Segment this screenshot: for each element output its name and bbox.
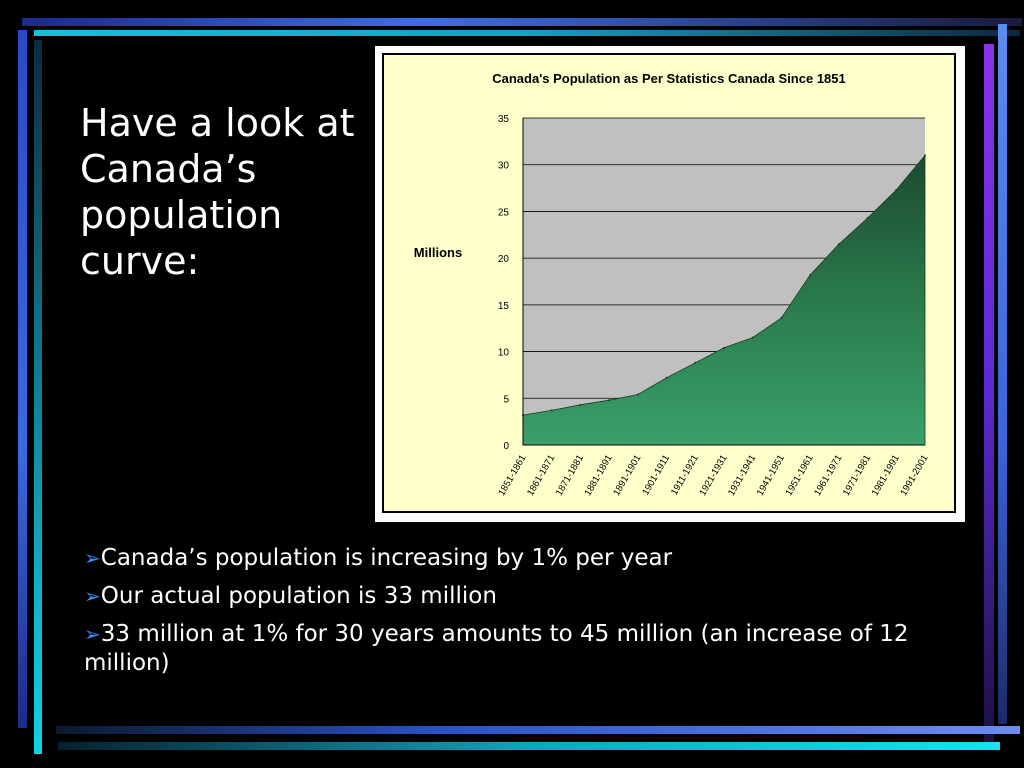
x-tick-label: 1881-1891	[582, 453, 614, 498]
y-tick-label: 35	[498, 114, 510, 125]
data-point	[608, 399, 611, 402]
chart-area: Canada's Population as Per Statistics Ca…	[382, 53, 956, 513]
x-tick-label: 1871-1881	[554, 453, 586, 498]
bullet-item: ➢33 million at 1% for 30 years amounts t…	[84, 620, 944, 678]
arrow-right-icon: ➢	[84, 584, 101, 608]
y-tick-label: 20	[498, 254, 510, 265]
data-point	[751, 336, 754, 339]
data-point	[924, 154, 926, 157]
bullet-item: ➢Our actual population is 33 million	[84, 582, 944, 611]
frame-bar-right	[998, 24, 1007, 724]
frame-bar-left	[18, 30, 27, 728]
y-tick-label: 5	[503, 394, 509, 405]
bullet-text: Our actual population is 33 million	[100, 583, 497, 609]
data-point	[665, 376, 668, 379]
frame-bar-top	[22, 18, 1022, 26]
slide-title: Have a look at Canada’s population curve…	[80, 101, 355, 283]
bullet-item: ➢Canada’s population is increasing by 1%…	[84, 544, 944, 573]
frame-bar-bottom	[56, 726, 1020, 734]
x-tick-label: 1931-1941	[726, 453, 758, 498]
x-tick-label: 1951-1961	[783, 453, 815, 498]
chart-title: Canada's Population as Per Statistics Ca…	[492, 71, 846, 86]
data-point	[723, 346, 725, 349]
bullet-text: Canada’s population is increasing by 1% …	[100, 545, 673, 571]
data-point	[780, 316, 783, 319]
y-tick-label: 0	[503, 441, 509, 452]
data-point	[694, 361, 697, 364]
data-point	[895, 188, 898, 191]
arrow-right-icon: ➢	[84, 622, 101, 646]
population-chart: Canada's Population as Per Statistics Ca…	[414, 71, 931, 498]
chart-frame: Canada's Population as Per Statistics Ca…	[375, 46, 965, 522]
data-point	[837, 243, 840, 246]
frame-bar-bottom-accent	[58, 742, 1000, 750]
x-tick-label: 1891-1901	[611, 453, 643, 498]
x-tick-label: 1981-1991	[870, 453, 902, 498]
y-tick-label: 25	[498, 207, 510, 218]
x-tick-label: 1961-1971	[812, 453, 844, 498]
frame-bar-top-accent	[34, 30, 1020, 36]
data-point	[579, 403, 582, 406]
population-area-series	[522, 154, 926, 446]
x-tick-label: 1901-1911	[640, 453, 672, 497]
x-tick-label: 1921-1931	[697, 453, 729, 498]
x-tick-label: 1851-1861	[496, 453, 528, 498]
data-point	[550, 409, 553, 412]
frame-bar-left-accent	[34, 40, 42, 754]
bullet-list: ➢Canada’s population is increasing by 1%…	[84, 544, 944, 687]
data-point	[809, 273, 812, 276]
frame-bar-right-accent	[984, 44, 994, 744]
x-tick-label: 1861-1871	[525, 453, 557, 498]
x-tick-label: 1991-2001	[898, 453, 930, 498]
arrow-right-icon: ➢	[84, 546, 101, 570]
x-tick-label: 1941-1951	[755, 453, 787, 498]
data-point	[866, 216, 869, 219]
data-point	[636, 393, 639, 396]
y-tick-label: 30	[498, 161, 510, 172]
bullet-text: 33 million at 1% for 30 years amounts to…	[84, 621, 909, 676]
x-tick-label: 1971-1981	[841, 453, 873, 498]
y-tick-label: 15	[498, 301, 510, 312]
x-tick-label: 1911-1921	[669, 453, 701, 497]
y-tick-label: 10	[498, 348, 510, 359]
y-axis-label: Millions	[414, 245, 462, 260]
